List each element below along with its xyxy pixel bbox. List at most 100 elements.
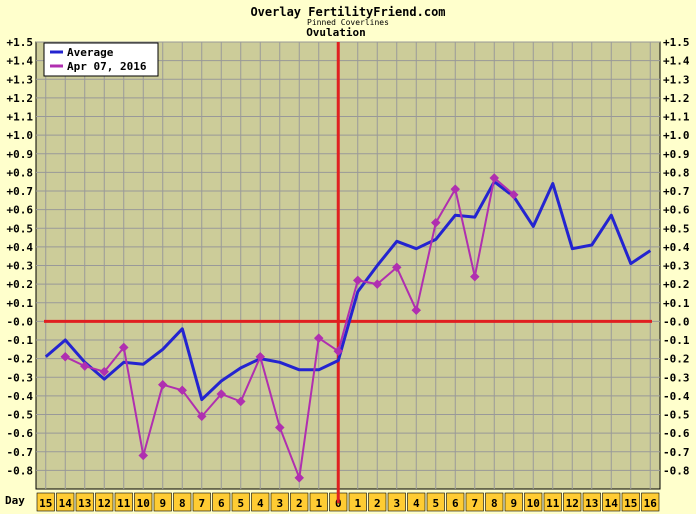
- data-point-marker: [313, 333, 324, 343]
- x-tick-box: [192, 492, 211, 512]
- x-tick-label: 13: [78, 497, 91, 510]
- data-point-marker: [294, 472, 305, 483]
- x-tick-label: 6: [218, 497, 225, 510]
- x-tick-label: 11: [117, 497, 131, 510]
- x-tick-box: [114, 492, 133, 512]
- x-axis: Day 15 14 13 12 11 10 9 8 7 6 5 4 3 2 1 0 1 2 3 4 5 6 7 8 9 10 11 1…: [5, 492, 660, 512]
- data-point-marker: [138, 450, 149, 461]
- data-point-marker: [372, 279, 383, 289]
- data-point-marker: [60, 351, 71, 362]
- x-tick-box: [465, 492, 484, 512]
- x-tick-box: [134, 492, 153, 512]
- y-tick-label-right: +0.9: [663, 148, 690, 161]
- y-tick-label-left: -0.4: [7, 390, 34, 403]
- y-tick-label-left: -0.7: [7, 446, 34, 459]
- y-tick-label-left: -0.8: [7, 464, 34, 477]
- x-tick-box: [290, 492, 309, 512]
- x-tick-box: [231, 492, 250, 512]
- x-tick-label: 2: [296, 497, 303, 510]
- x-tick-label: 1: [354, 497, 361, 510]
- data-point-marker: [177, 385, 188, 396]
- chart-title: Overlay FertilityFriend.com: [250, 5, 445, 19]
- y-tick-label-right: +0.5: [663, 222, 690, 235]
- x-tick-label: 5: [432, 497, 439, 510]
- y-tick-label-right: +1.0: [663, 129, 690, 142]
- x-tick-box: [251, 492, 270, 512]
- x-tick-label: 10: [137, 497, 150, 510]
- x-tick-box: [36, 492, 55, 512]
- x-tick-label: 15: [39, 497, 52, 510]
- y-tick-label-right: +1.4: [663, 55, 690, 68]
- y-tick-label-right: -0.3: [663, 371, 690, 384]
- data-point-marker: [157, 379, 168, 390]
- x-tick-label: 9: [159, 497, 166, 510]
- y-tick-label-left: +1.0: [7, 129, 34, 142]
- x-tick-label: 7: [471, 497, 478, 510]
- series-layer: [44, 173, 652, 483]
- y-tick-label-left: -0.2: [7, 353, 34, 366]
- y-tick-label-right: +0.1: [663, 297, 690, 310]
- x-tick-box: [212, 492, 231, 512]
- x-tick-box: [368, 492, 387, 512]
- x-tick-box: [426, 492, 445, 512]
- data-point-marker: [79, 361, 90, 371]
- x-tick-label: 7: [198, 497, 205, 510]
- y-axis-right: +1.5 +1.4 +1.3 +1.2 +1.1 +1.0 +0.9 +0.8 +0.7 +0.6…: [663, 36, 690, 477]
- y-tick-label-right: +1.3: [663, 73, 690, 86]
- y-tick-label-right: +1.5: [663, 36, 690, 49]
- data-point-marker: [196, 411, 207, 422]
- data-point-marker: [508, 189, 519, 200]
- x-tick-label: 11: [546, 497, 560, 510]
- x-tick-box: [485, 492, 504, 512]
- data-point-marker: [118, 342, 129, 353]
- x-tick-label: 5: [237, 497, 244, 510]
- x-axis-label: Day: [5, 494, 25, 507]
- y-tick-label-right: -0.0: [663, 315, 690, 328]
- x-tick-box: [446, 492, 465, 512]
- x-tick-box: [173, 492, 192, 512]
- legend-label-apr-07: Apr 07, 2016: [67, 60, 147, 73]
- y-tick-label-left: +0.2: [7, 278, 34, 291]
- y-tick-label-right: +1.1: [663, 111, 690, 124]
- y-tick-label-left: +1.4: [7, 55, 34, 68]
- y-tick-label-left: -0.1: [7, 334, 34, 347]
- series-line-average: [44, 180, 652, 402]
- x-tick-box: [309, 492, 328, 512]
- data-point-marker: [216, 389, 227, 399]
- chart-subtitle: Pinned Coverlines: [307, 18, 389, 27]
- data-point-marker: [235, 396, 246, 407]
- x-tick-label: 12: [566, 497, 579, 510]
- x-tick-box: [504, 492, 523, 512]
- legend: Average Apr 07, 2016: [43, 42, 159, 77]
- data-point-marker: [333, 346, 344, 357]
- y-tick-label-left: -0.6: [7, 427, 34, 440]
- y-tick-label-right: -0.2: [663, 353, 690, 366]
- data-point-marker: [411, 305, 422, 316]
- y-tick-label-left: +0.6: [7, 204, 34, 217]
- chart-subtitle-ovulation: Ovulation: [306, 26, 366, 39]
- x-tick-box: [524, 492, 543, 512]
- y-tick-label-right: +0.6: [663, 204, 690, 217]
- x-tick-box: [153, 492, 172, 512]
- x-tick-label: 0: [335, 497, 342, 510]
- x-tick-box: [387, 492, 406, 512]
- y-tick-label-left: +0.9: [7, 148, 34, 161]
- x-tick-box: [602, 492, 621, 512]
- y-tick-label-left: -0.3: [7, 371, 34, 384]
- x-tick-box: [56, 492, 75, 512]
- x-tick-box: [270, 492, 289, 512]
- y-tick-label-left: +0.7: [7, 185, 34, 198]
- x-tick-box: [75, 492, 94, 512]
- x-tick-label: 4: [413, 497, 420, 510]
- series-line-apr-07: [64, 177, 515, 479]
- x-tick-label: 6: [452, 497, 459, 510]
- legend-box: [43, 42, 159, 77]
- x-tick-label: 8: [491, 497, 498, 510]
- x-tick-label: 15: [624, 497, 637, 510]
- x-tick-label: 14: [605, 497, 619, 510]
- x-tick-box: [582, 492, 601, 512]
- y-tick-label-left: +0.1: [7, 297, 34, 310]
- y-tick-label-right: -0.5: [663, 409, 690, 422]
- x-tick-label: 1: [315, 497, 322, 510]
